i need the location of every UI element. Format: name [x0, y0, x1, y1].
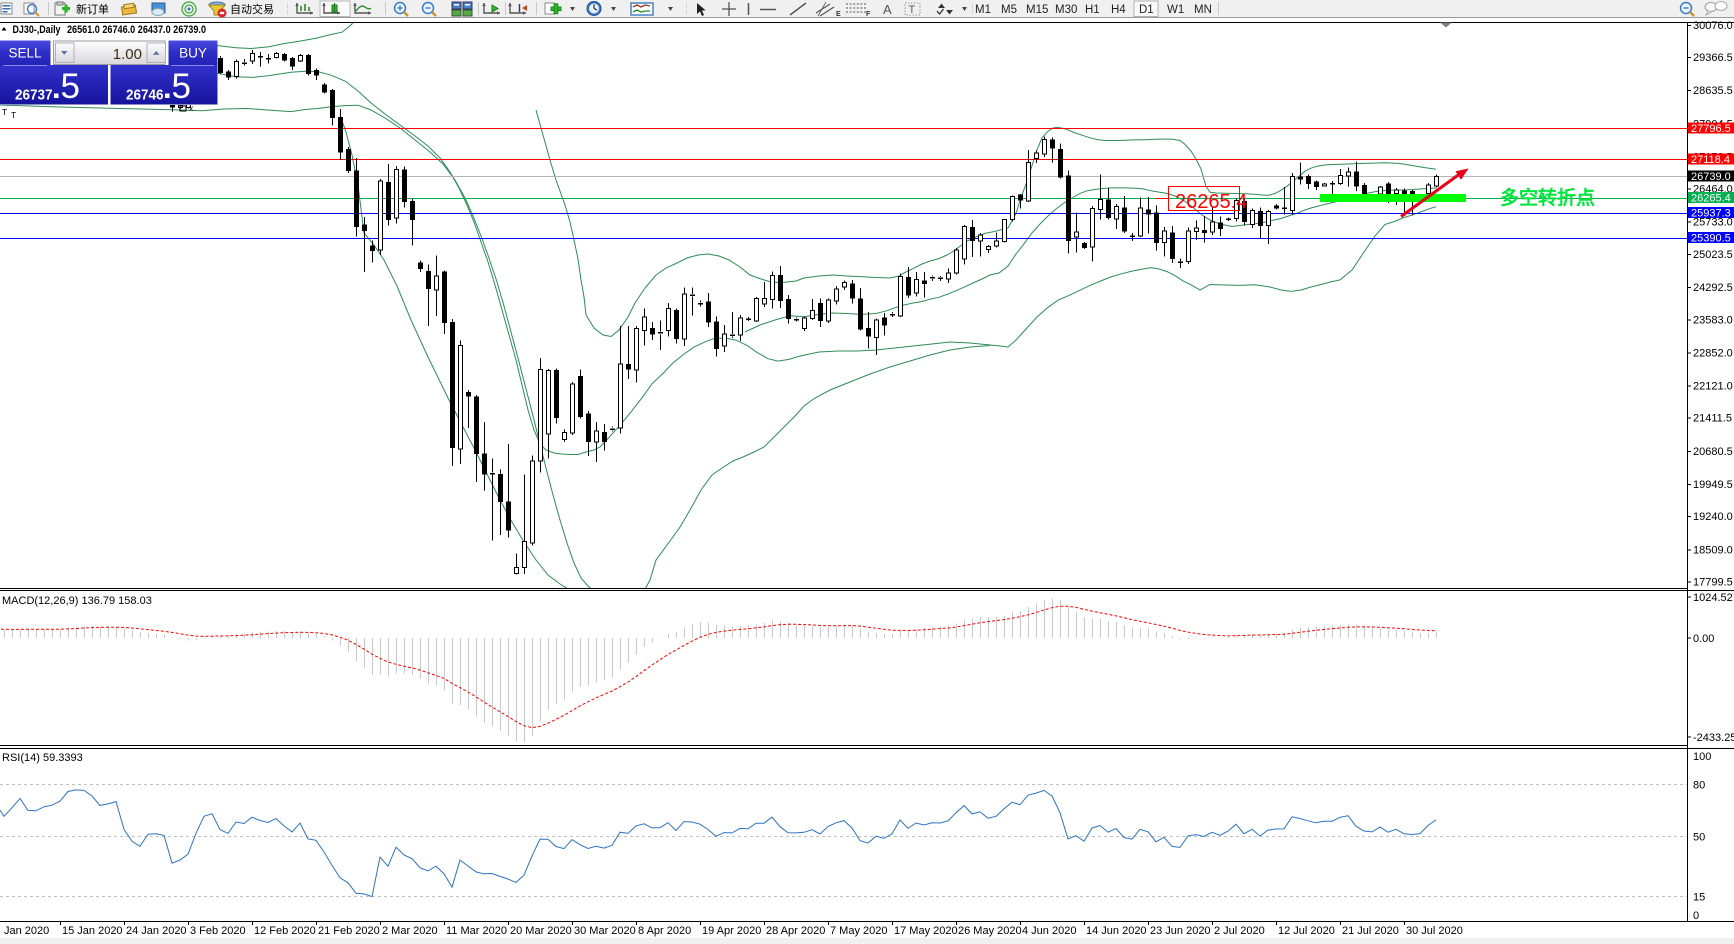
svg-text:E: E	[836, 11, 841, 18]
svg-text:30 Jul 2020: 30 Jul 2020	[1406, 925, 1463, 937]
svg-text:A: A	[883, 2, 892, 17]
svg-text:5: 5	[61, 67, 80, 106]
svg-text:26737: 26737	[15, 87, 53, 104]
svg-text:7 May 2020: 7 May 2020	[830, 925, 887, 937]
svg-text:D1: D1	[1139, 4, 1154, 16]
svg-text:100: 100	[1693, 751, 1711, 763]
svg-text:RSI(14) 59.3393: RSI(14) 59.3393	[2, 752, 83, 764]
svg-text:1.00: 1.00	[113, 46, 142, 63]
svg-text:30076.0: 30076.0	[1693, 20, 1733, 32]
svg-text:20 Mar 2020: 20 Mar 2020	[510, 925, 572, 937]
svg-text:2 Mar 2020: 2 Mar 2020	[382, 925, 438, 937]
svg-text:M30: M30	[1055, 4, 1077, 16]
svg-text:26265.4: 26265.4	[1691, 193, 1731, 205]
svg-text:20680.5: 20680.5	[1693, 446, 1733, 458]
svg-text:28635.5: 28635.5	[1693, 85, 1733, 97]
svg-text:29366.5: 29366.5	[1693, 52, 1733, 64]
svg-text:22852.0: 22852.0	[1693, 347, 1733, 359]
svg-text:23 Jun 2020: 23 Jun 2020	[1150, 925, 1211, 937]
svg-text:26739.0: 26739.0	[1691, 171, 1731, 183]
svg-text:8 Apr 2020: 8 Apr 2020	[638, 925, 691, 937]
svg-text:19949.5: 19949.5	[1693, 479, 1733, 491]
svg-text:21 Feb 2020: 21 Feb 2020	[318, 925, 380, 937]
svg-text:H1: H1	[1085, 4, 1100, 16]
svg-text:T: T	[2, 107, 7, 117]
svg-text:T: T	[11, 110, 16, 120]
svg-text:W1: W1	[1167, 4, 1184, 16]
svg-text:25023.5: 25023.5	[1693, 249, 1733, 261]
svg-text:26746: 26746	[126, 87, 164, 104]
svg-text:15: 15	[1693, 892, 1705, 904]
svg-text:MN: MN	[1194, 4, 1212, 16]
svg-text:0.00: 0.00	[1693, 633, 1714, 645]
svg-text:1024.52: 1024.52	[1693, 592, 1733, 604]
svg-text:26 May 2020: 26 May 2020	[958, 925, 1022, 937]
svg-text:自动交易: 自动交易	[230, 2, 274, 16]
svg-text:21411.5: 21411.5	[1693, 413, 1732, 425]
svg-text:Jan 2020: Jan 2020	[4, 925, 49, 937]
svg-text:19240.0: 19240.0	[1693, 511, 1733, 523]
svg-text:x: x	[189, 103, 194, 113]
svg-text:26561.0 26746.0 26437.0 26739.: 26561.0 26746.0 26437.0 26739.0	[67, 24, 206, 36]
svg-text:T: T	[909, 4, 916, 16]
svg-text:17 May 2020: 17 May 2020	[894, 925, 958, 937]
svg-text:12 Jul 2020: 12 Jul 2020	[1278, 925, 1335, 937]
svg-text:F: F	[866, 11, 871, 18]
svg-text:BUY: BUY	[179, 46, 207, 61]
svg-text:17799.5: 17799.5	[1693, 577, 1733, 589]
svg-text:26265.4: 26265.4	[1175, 191, 1247, 213]
svg-text:18509.0: 18509.0	[1693, 544, 1733, 556]
svg-text:21 Jul 2020: 21 Jul 2020	[1342, 925, 1399, 937]
svg-text:23583.0: 23583.0	[1693, 314, 1733, 326]
svg-text:新订单: 新订单	[76, 2, 109, 16]
svg-text:50: 50	[1693, 832, 1705, 844]
svg-text:27796.5: 27796.5	[1691, 123, 1731, 135]
svg-text:11 Mar 2020: 11 Mar 2020	[446, 925, 507, 937]
svg-text:T: T	[170, 104, 175, 114]
svg-text:24292.5: 24292.5	[1693, 282, 1733, 294]
svg-text:4 Jun 2020: 4 Jun 2020	[1022, 925, 1076, 937]
svg-text:MACD(12,26,9) 136.79 158.03: MACD(12,26,9) 136.79 158.03	[2, 595, 152, 607]
svg-text:27118.4: 27118.4	[1691, 154, 1730, 166]
svg-text:SELL: SELL	[8, 46, 42, 61]
svg-text:25733.0: 25733.0	[1693, 217, 1733, 229]
svg-text:25390.5: 25390.5	[1691, 232, 1731, 244]
svg-text:-2433.25: -2433.25	[1693, 732, 1734, 744]
svg-text:80: 80	[1693, 780, 1705, 792]
svg-text:多空转折点: 多空转折点	[1500, 186, 1595, 209]
svg-text:0: 0	[1693, 910, 1699, 922]
svg-text:2 Jul 2020: 2 Jul 2020	[1214, 925, 1265, 937]
svg-text:15 Jan 2020: 15 Jan 2020	[62, 925, 123, 937]
svg-text:DJ30-,Daily: DJ30-,Daily	[13, 24, 62, 36]
svg-text:H4: H4	[1111, 4, 1126, 16]
svg-text:14 Jun 2020: 14 Jun 2020	[1086, 925, 1147, 937]
svg-text:12 Feb 2020: 12 Feb 2020	[254, 925, 316, 937]
svg-text:5: 5	[172, 67, 191, 106]
svg-text:24 Jan 2020: 24 Jan 2020	[126, 925, 187, 937]
svg-text:3 Feb 2020: 3 Feb 2020	[190, 925, 246, 937]
svg-text:M5: M5	[1001, 4, 1017, 16]
svg-text:30 Mar 2020: 30 Mar 2020	[574, 925, 636, 937]
svg-text:M15: M15	[1026, 4, 1048, 16]
svg-text:M1: M1	[975, 4, 991, 16]
svg-text:28 Apr 2020: 28 Apr 2020	[766, 925, 825, 937]
svg-text:25937.3: 25937.3	[1691, 207, 1731, 219]
svg-text:22121.0: 22121.0	[1693, 381, 1733, 393]
svg-text:19 Apr 2020: 19 Apr 2020	[702, 925, 761, 937]
